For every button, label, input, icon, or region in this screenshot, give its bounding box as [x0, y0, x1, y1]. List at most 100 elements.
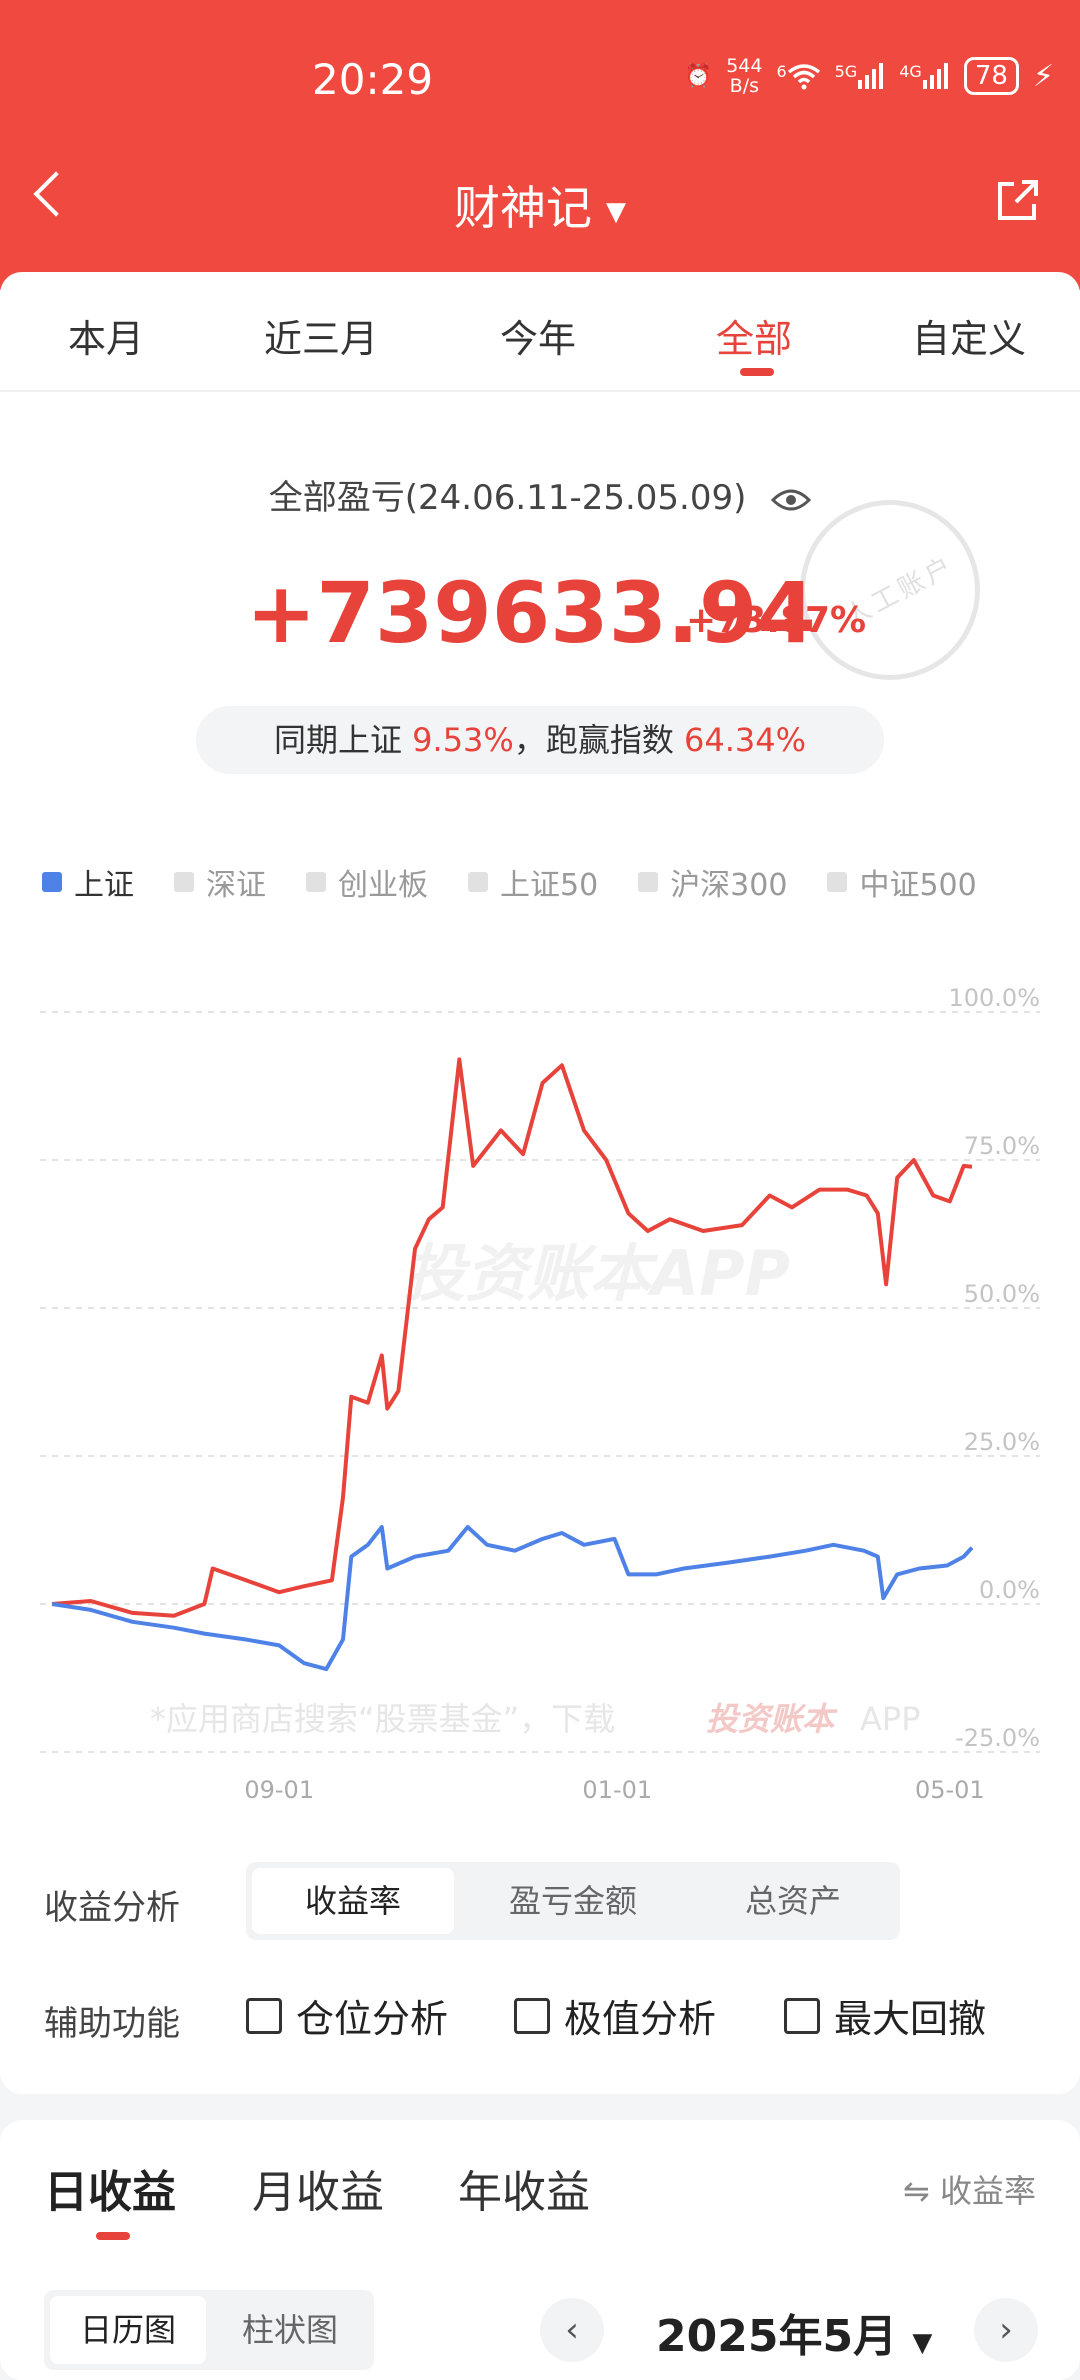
- legend-sse50[interactable]: 上证50: [468, 860, 598, 904]
- alarm-icon: ⏰: [684, 63, 713, 89]
- bottom-watermark-suffix: APP: [860, 1700, 920, 1738]
- network-type-2: 4G: [899, 62, 922, 81]
- app-header: 20:29 ⏰ 544 B/s 6 5G 4G 78 ⚡ 财神记 ▼: [0, 0, 1080, 290]
- total-profit-pct: +73.87%: [686, 600, 867, 641]
- checkbox-box: [246, 1997, 282, 2034]
- network-speed-value: 544: [726, 55, 763, 77]
- summary-label: 全部盈亏(24.06.11-25.05.09): [268, 478, 747, 518]
- y-tick-label: 25.0%: [964, 1428, 1040, 1456]
- aux-label: 辅助功能: [44, 2004, 180, 2044]
- legend-swatch: [638, 872, 659, 892]
- month-label: 2025年5月: [656, 2311, 898, 2362]
- eye-icon[interactable]: [771, 486, 812, 514]
- beat-index-return: 64.34%: [684, 721, 807, 759]
- tab-monthly-returns[interactable]: 月收益: [252, 2167, 384, 2218]
- account-return-line: [51, 1057, 973, 1618]
- seg-profit-amount[interactable]: 盈亏金额: [508, 1882, 637, 1920]
- y-tick-label: -25.0%: [955, 1724, 1040, 1752]
- legend-label: 创业板: [338, 868, 428, 903]
- tab-yearly-returns[interactable]: 年收益: [458, 2167, 590, 2218]
- x-tick-label: 01-01: [582, 1776, 652, 1800]
- network-speed-unit: B/s: [729, 75, 760, 97]
- legend-swatch: [306, 872, 326, 892]
- seg-total-assets[interactable]: 总资产: [744, 1882, 841, 1920]
- return-chart-svg: 投资账本APP 100.0%75.0%50.0%25.0%0.0%-25.0% …: [40, 984, 1040, 1804]
- signal-icon-4g: 4G: [899, 62, 950, 90]
- legend-chinext[interactable]: 创业板: [306, 860, 428, 904]
- network-type-1: 5G: [834, 62, 858, 81]
- tab-daily-returns[interactable]: 日收益: [44, 2167, 176, 2218]
- month-selector[interactable]: 2025年5月 ▼: [656, 2300, 932, 2364]
- charging-icon: ⚡: [1032, 58, 1054, 94]
- chart-watermark: 投资账本APP: [403, 1237, 790, 1310]
- tab-three-months[interactable]: 近三月: [264, 317, 379, 361]
- legend-swatch: [42, 872, 62, 892]
- seg-return-rate[interactable]: 收益率: [252, 1868, 454, 1934]
- x-tick-label: 09-01: [244, 1776, 314, 1800]
- rate-toggle[interactable]: ⇋ 收益率: [903, 2172, 1036, 2210]
- account-title: 财神记: [454, 181, 592, 235]
- y-tick-label: 0.0%: [979, 1576, 1040, 1604]
- legend-swatch: [174, 872, 194, 892]
- checkbox-box: [784, 1997, 820, 2034]
- checkbox-label: 仓位分析: [296, 1997, 449, 2041]
- total-profit: +739633.94: [246, 564, 816, 662]
- chevron-down-icon: ▼: [606, 196, 626, 227]
- position-analysis-checkbox[interactable]: 仓位分析: [246, 1988, 448, 2043]
- max-drawdown-checkbox[interactable]: 最大回撤: [784, 1988, 986, 2043]
- legend-szse[interactable]: 深证: [174, 860, 266, 904]
- analysis-segmented-control: 收益率 盈亏金额 总资产: [246, 1862, 900, 1940]
- chevron-down-icon: ▼: [912, 2328, 933, 2358]
- wifi-icon: 6: [776, 62, 820, 90]
- view-calendar[interactable]: 日历图: [50, 2296, 206, 2364]
- y-tick-label: 50.0%: [964, 1280, 1040, 1308]
- network-speed: 544 B/s: [726, 56, 762, 96]
- prev-month-button[interactable]: ‹: [540, 2298, 604, 2362]
- index-comparison: 同期上证 9.53%，跑赢指数 64.34%: [196, 706, 884, 774]
- signal-icon-5g: 5G: [835, 62, 886, 90]
- tab-this-month[interactable]: 本月: [68, 317, 145, 361]
- wifi-badge: 6: [776, 62, 787, 81]
- share-icon[interactable]: [996, 178, 1040, 222]
- profit-card: 本月 近三月 今年 全部 自定义 全部盈亏(24.06.11-25.05.09)…: [0, 272, 1080, 2094]
- view-toggle: 日历图 柱状图: [44, 2290, 374, 2370]
- return-chart[interactable]: 投资账本APP 100.0% 75.0% 50.0% 25.0% 0.0% -25.0% …: [0, 920, 1080, 1804]
- x-tick-label: 05-01: [915, 1776, 985, 1800]
- bottom-watermark-brand: 投资账本: [706, 1700, 838, 1738]
- legend-csi500[interactable]: 中证500: [827, 860, 977, 904]
- bottom-watermark-text: *应用商店搜索“股票基金”，下载: [150, 1700, 615, 1738]
- period-tabs: 本月 近三月 今年 全部 自定义: [0, 272, 1080, 392]
- month-navigator: ‹ 2025年5月 ▼ ›: [540, 2292, 1040, 2372]
- legend-sse[interactable]: 上证: [42, 860, 134, 904]
- checkbox-label: 最大回撤: [834, 1997, 987, 2041]
- index-return: 9.53%: [412, 721, 514, 759]
- bottom-watermark: *应用商店搜索“股票基金”，下载 投资账本 APP: [150, 1700, 920, 1738]
- period-returns-card: 日收益 月收益 年收益 ⇋ 收益率 日历图 柱状图 ‹ 2025年5月 ▼ ›: [0, 2120, 1080, 2380]
- compare-prefix: 同期上证: [273, 721, 402, 759]
- summary-label-row: 全部盈亏(24.06.11-25.05.09): [0, 470, 1080, 519]
- legend-swatch: [468, 872, 488, 892]
- legend-csi300[interactable]: 沪深300: [638, 860, 787, 904]
- tab-this-year[interactable]: 今年: [500, 317, 577, 361]
- battery-indicator: 78: [963, 57, 1019, 95]
- account-selector[interactable]: 财神记 ▼: [0, 172, 1080, 238]
- checkbox-label: 极值分析: [564, 1997, 717, 2041]
- legend-label: 上证: [74, 868, 134, 903]
- compare-mid: ，跑赢指数: [513, 721, 674, 759]
- legend-swatch: [827, 872, 848, 892]
- view-bar[interactable]: 柱状图: [241, 2311, 338, 2349]
- y-tick-label: 100.0%: [948, 984, 1040, 1012]
- period-tab-indicator: [96, 2232, 130, 2240]
- status-time: 20:29: [312, 55, 434, 104]
- checkbox-box: [514, 1997, 550, 2034]
- legend-label: 中证500: [859, 868, 977, 903]
- legend-label: 深证: [206, 868, 266, 903]
- extreme-analysis-checkbox[interactable]: 极值分析: [514, 1988, 716, 2043]
- tab-all[interactable]: 全部: [716, 317, 793, 361]
- tab-custom[interactable]: 自定义: [912, 317, 1027, 361]
- index-legend: 上证 深证 创业板 上证50 沪深300 中证500: [42, 860, 977, 904]
- next-month-button[interactable]: ›: [974, 2298, 1038, 2362]
- status-icons: ⏰ 544 B/s 6 5G 4G 78 ⚡: [685, 56, 1054, 96]
- manual-account-stamp: 人工账户: [800, 500, 980, 680]
- tab-active-indicator: [740, 368, 774, 376]
